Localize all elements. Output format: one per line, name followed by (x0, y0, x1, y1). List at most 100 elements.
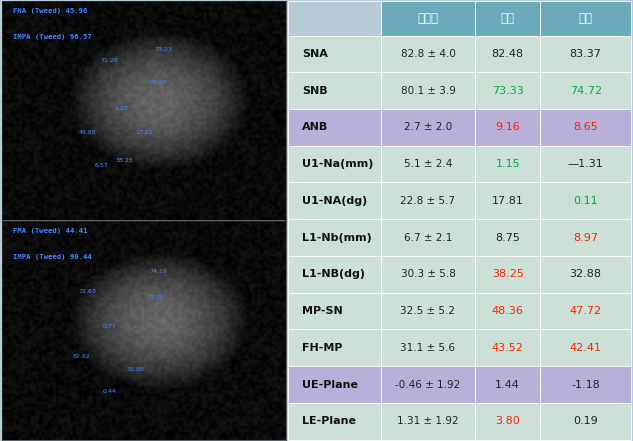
Bar (288, 183, 381, 219)
Text: 1.31 ± 1.92: 1.31 ± 1.92 (397, 416, 459, 426)
Text: 0.77: 0.77 (103, 324, 116, 329)
Text: 3.80: 3.80 (495, 416, 520, 426)
Bar (288, 109, 381, 146)
Text: 42.41: 42.41 (570, 343, 602, 353)
Text: 9.16: 9.16 (495, 122, 520, 132)
Text: SNB: SNB (302, 86, 328, 96)
Text: FMA (Tweed) 44.41: FMA (Tweed) 44.41 (13, 228, 87, 234)
Text: ANB: ANB (302, 122, 329, 132)
Text: 5.1 ± 2.4: 5.1 ± 2.4 (404, 159, 452, 169)
Bar (475, 366, 540, 403)
Text: 38.25: 38.25 (492, 269, 523, 279)
Text: 83.37: 83.37 (570, 49, 601, 59)
Bar (475, 403, 540, 440)
Text: 32.5 ± 5.2: 32.5 ± 5.2 (401, 306, 456, 316)
Bar (381, 109, 475, 146)
Text: 0.11: 0.11 (573, 196, 598, 206)
Bar (475, 329, 540, 366)
Text: 1.44: 1.44 (495, 380, 520, 389)
Bar (288, 403, 381, 440)
Text: 77.50: 77.50 (146, 295, 164, 300)
Bar (540, 109, 631, 146)
Bar (475, 1, 540, 36)
Text: 73.33: 73.33 (492, 86, 523, 96)
Text: 1.15: 1.15 (496, 159, 520, 169)
Text: —1.31: —1.31 (568, 159, 603, 169)
Bar (475, 36, 540, 72)
Text: 17.81: 17.81 (492, 196, 523, 206)
Text: 32.88: 32.88 (127, 367, 144, 372)
Bar (381, 403, 475, 440)
Text: 2.7 ± 2.0: 2.7 ± 2.0 (404, 122, 452, 132)
Text: 80.1 ± 3.9: 80.1 ± 3.9 (401, 86, 455, 96)
Bar (381, 183, 475, 219)
Text: 78.07: 78.07 (149, 79, 167, 85)
Text: FH-MP: FH-MP (302, 343, 342, 353)
Bar (381, 146, 475, 183)
Bar (381, 219, 475, 256)
Text: 0.19: 0.19 (573, 416, 598, 426)
Bar (540, 72, 631, 109)
Bar (540, 146, 631, 183)
Bar (475, 256, 540, 293)
Text: 6.7 ± 2.1: 6.7 ± 2.1 (404, 232, 452, 243)
Bar (288, 1, 381, 36)
Text: 47.72: 47.72 (570, 306, 602, 316)
Text: 74.72: 74.72 (570, 86, 602, 96)
Bar (381, 366, 475, 403)
Text: 1.20: 1.20 (115, 106, 128, 111)
Text: 72.63: 72.63 (78, 289, 96, 294)
Bar (381, 256, 475, 293)
Text: 0.44: 0.44 (103, 389, 116, 394)
Bar (381, 329, 475, 366)
Text: 31.1 ± 5.6: 31.1 ± 5.6 (401, 343, 456, 353)
Text: 82.82: 82.82 (73, 354, 91, 359)
Text: 73.23: 73.23 (154, 47, 173, 52)
Text: 初诊: 初诊 (501, 12, 515, 25)
Text: MP-SN: MP-SN (302, 306, 342, 316)
Bar (475, 146, 540, 183)
Bar (540, 329, 631, 366)
Text: 17.81: 17.81 (135, 130, 153, 135)
Bar (288, 219, 381, 256)
Bar (288, 72, 381, 109)
Bar (288, 146, 381, 183)
Bar (540, 219, 631, 256)
Text: IMPA (Tweed) 90.44: IMPA (Tweed) 90.44 (13, 254, 92, 260)
Text: 30.3 ± 5.8: 30.3 ± 5.8 (401, 269, 455, 279)
Text: 82.48: 82.48 (492, 49, 523, 59)
Bar (475, 183, 540, 219)
Text: 74.19: 74.19 (149, 269, 167, 274)
Bar (381, 72, 475, 109)
Bar (540, 183, 631, 219)
Bar (475, 293, 540, 329)
Text: 8.65: 8.65 (573, 122, 598, 132)
Text: IMPA (Tweed) 96.57: IMPA (Tweed) 96.57 (13, 34, 92, 40)
Text: FNA (Tweed) 45.96: FNA (Tweed) 45.96 (13, 8, 87, 14)
Bar (540, 36, 631, 72)
Text: L1-NB(dg): L1-NB(dg) (302, 269, 365, 279)
Bar (475, 219, 540, 256)
Bar (475, 72, 540, 109)
Text: L1-Nb(mm): L1-Nb(mm) (302, 232, 372, 243)
Text: 48.88: 48.88 (78, 130, 96, 135)
Text: 43.52: 43.52 (492, 343, 523, 353)
Bar (288, 293, 381, 329)
Bar (540, 293, 631, 329)
Text: SNA: SNA (302, 49, 328, 59)
Text: U1-NA(dg): U1-NA(dg) (302, 196, 367, 206)
Bar (540, 1, 631, 36)
Text: 6.57: 6.57 (94, 163, 108, 168)
Text: 82.8 ± 4.0: 82.8 ± 4.0 (401, 49, 455, 59)
Text: 32.88: 32.88 (570, 269, 602, 279)
Bar (540, 366, 631, 403)
Bar (381, 1, 475, 36)
Bar (381, 293, 475, 329)
Bar (475, 109, 540, 146)
Text: UE-Plane: UE-Plane (302, 380, 358, 389)
Text: LE-Plane: LE-Plane (302, 416, 356, 426)
Bar (288, 366, 381, 403)
Text: -1.18: -1.18 (572, 380, 600, 389)
Text: U1-Na(mm): U1-Na(mm) (302, 159, 373, 169)
Text: 22.8 ± 5.7: 22.8 ± 5.7 (401, 196, 456, 206)
